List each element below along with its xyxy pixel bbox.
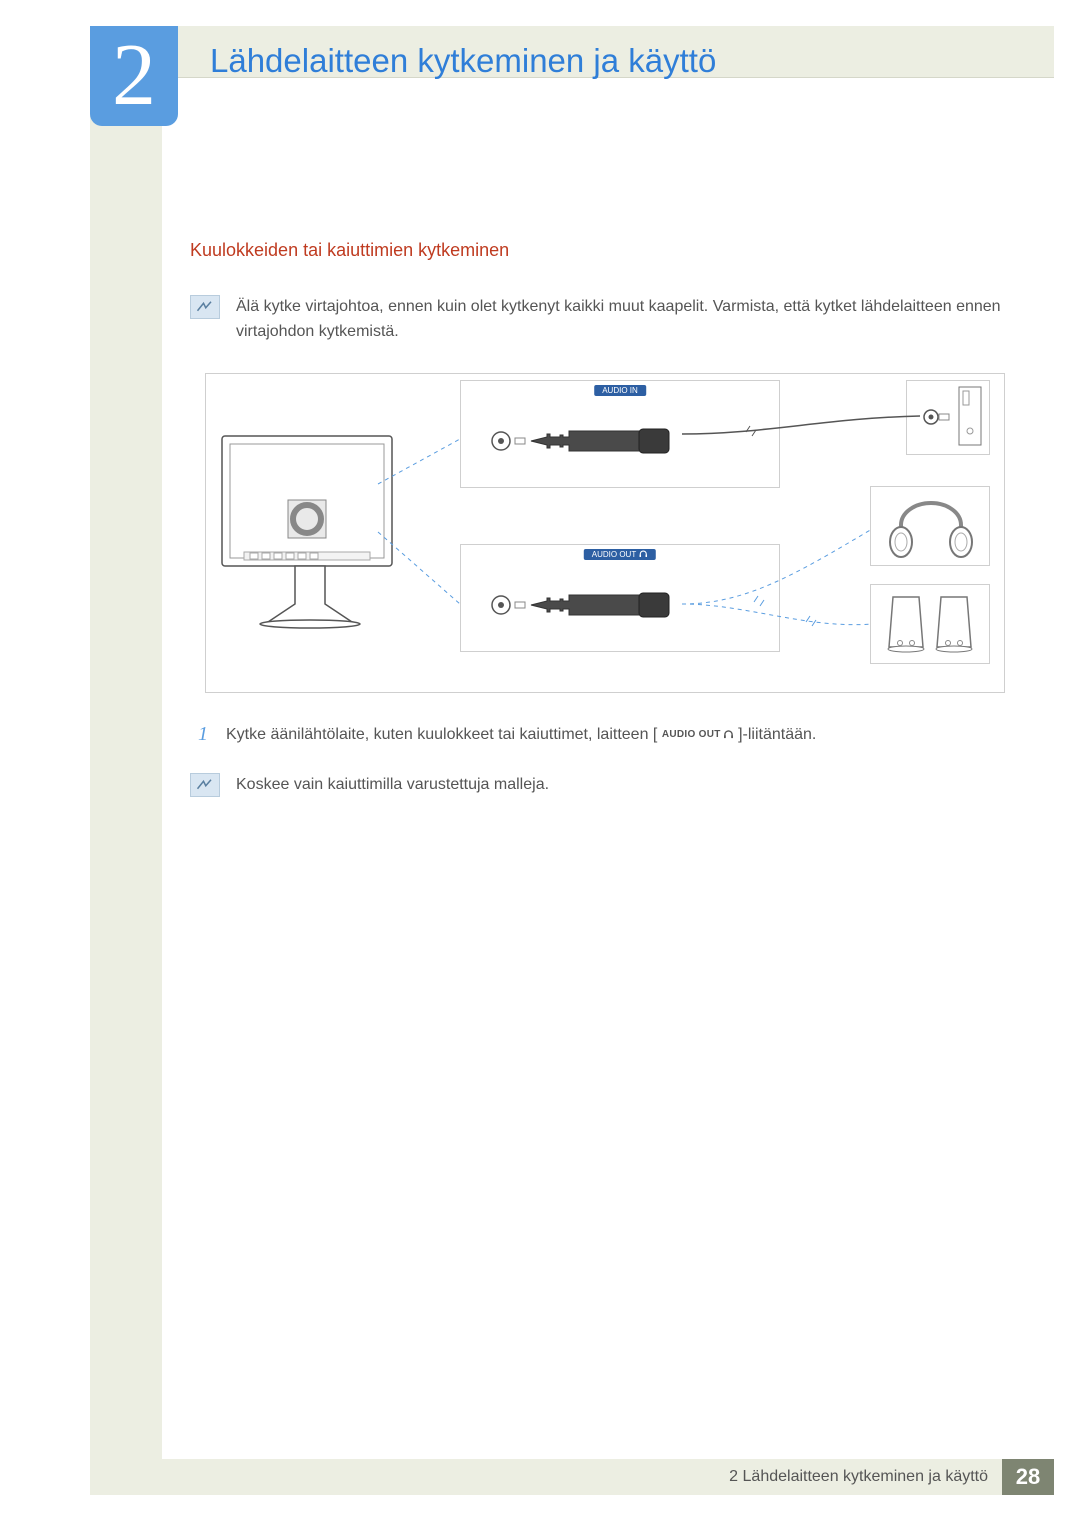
- connection-diagram: AUDIO IN AUDIO OUT: [205, 373, 1005, 693]
- page-number: 28: [1002, 1459, 1054, 1495]
- step-text: Kytke äänilähtölaite, kuten kuulokkeet t…: [226, 723, 816, 747]
- left-band: [90, 26, 162, 1495]
- note-icon: [190, 295, 220, 319]
- step-text-after: ]-liitäntään.: [738, 726, 816, 743]
- headphones-illustration: [870, 486, 990, 566]
- audio-out-port-box: AUDIO OUT: [460, 544, 780, 652]
- manual-page: 2 Lähdelaitteen kytkeminen ja käyttö Kuu…: [0, 0, 1080, 1527]
- content-area: Kuulokkeiden tai kaiuttimien kytkeminen …: [190, 240, 1020, 825]
- step-1: 1 Kytke äänilähtölaite, kuten kuulokkeet…: [190, 723, 1020, 747]
- note-icon: [190, 773, 220, 797]
- audio-out-inline-text: AUDIO OUT: [662, 727, 721, 742]
- speakers-illustration: [870, 584, 990, 664]
- footer-text: 2 Lähdelaitteen kytkeminen ja käyttö: [729, 1468, 988, 1486]
- chapter-number-box: 2: [90, 26, 178, 126]
- step-text-before: Kytke äänilähtölaite, kuten kuulokkeet t…: [226, 726, 657, 743]
- section-heading: Kuulokkeiden tai kaiuttimien kytkeminen: [190, 240, 1020, 261]
- audio-out-inline-label: AUDIO OUT: [662, 727, 734, 742]
- pc-illustration: [906, 380, 990, 455]
- monitor-illustration: [220, 434, 430, 629]
- footer: 2 Lähdelaitteen kytkeminen ja käyttö 28: [90, 1459, 1054, 1495]
- warning-note-text: Älä kytke virtajohtoa, ennen kuin olet k…: [236, 295, 1020, 345]
- info-note-text: Koskee vain kaiuttimilla varustettuja ma…: [236, 773, 549, 798]
- warning-note: Älä kytke virtajohtoa, ennen kuin olet k…: [190, 295, 1020, 345]
- chapter-title: Lähdelaitteen kytkeminen ja käyttö: [210, 42, 716, 80]
- step-number: 1: [190, 723, 208, 746]
- headphone-icon: [723, 730, 734, 739]
- chapter-number: 2: [112, 32, 156, 120]
- info-note: Koskee vain kaiuttimilla varustettuja ma…: [190, 773, 1020, 798]
- audio-in-port-box: AUDIO IN: [460, 380, 780, 488]
